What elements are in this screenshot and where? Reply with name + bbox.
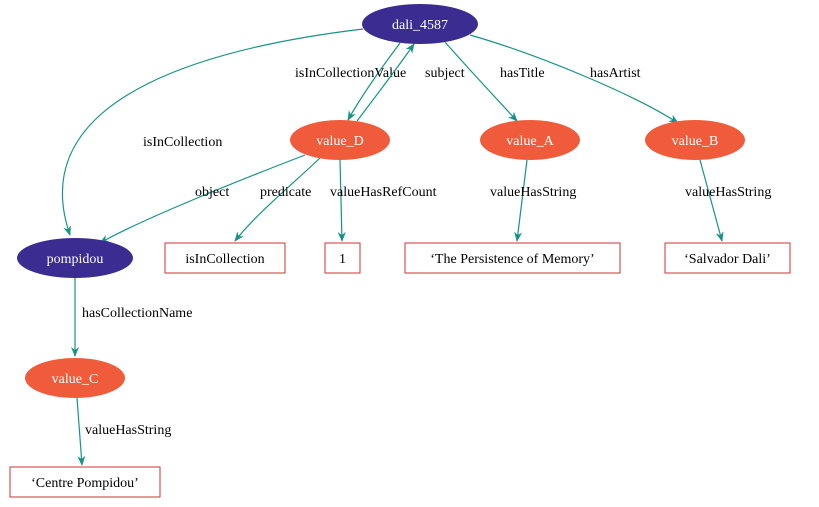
- node-label-value_B: value_B: [672, 134, 719, 149]
- edge-dali_4587-value_D: [348, 43, 400, 120]
- literal-label-lit_1: 1: [339, 252, 346, 267]
- edge-value_A-lit_persistence: [517, 160, 527, 241]
- edge-label-valueHasString: valueHasString: [85, 423, 171, 438]
- edge-label-valueHasRefCount: valueHasRefCount: [330, 185, 437, 200]
- rdf-graph-diagram: isInCollectionisInCollectionValuesubject…: [0, 0, 819, 507]
- edge-label-valueHasString: valueHasString: [685, 185, 771, 200]
- edge-label-predicate: predicate: [260, 185, 311, 200]
- literal-label-lit_isInCollection: isInCollection: [185, 252, 264, 267]
- edge-label-object: object: [195, 185, 229, 200]
- edge-label-hasCollectionName: hasCollectionName: [82, 306, 192, 321]
- literal-label-lit_persistence: ‘The Persistence of Memory’: [430, 252, 594, 267]
- node-label-value_A: value_A: [506, 134, 554, 149]
- edge-label-subject: subject: [425, 66, 465, 81]
- literal-label-lit_salvador: ‘Salvador Dali’: [684, 252, 771, 267]
- edge-value_D-lit_1: [340, 160, 342, 241]
- edge-value_B-lit_salvador: [700, 160, 722, 241]
- node-label-dali_4587: dali_4587: [392, 18, 448, 33]
- edge-dali_4587-value_A: [445, 42, 517, 121]
- edge-label-hasArtist: hasArtist: [590, 66, 641, 81]
- edge-value_D-dali_4587: [357, 44, 414, 121]
- edge-value_C-lit_centre: [77, 398, 82, 465]
- node-label-value_D: value_D: [316, 134, 363, 149]
- literal-label-lit_centre: ‘Centre Pompidou’: [31, 476, 139, 491]
- node-label-pompidou: pompidou: [47, 252, 104, 267]
- edge-label-valueHasString: valueHasString: [490, 185, 576, 200]
- node-label-value_C: value_C: [52, 372, 99, 387]
- edge-label-hasTitle: hasTitle: [500, 66, 545, 81]
- edge-label-isInCollection: isInCollection: [143, 135, 222, 150]
